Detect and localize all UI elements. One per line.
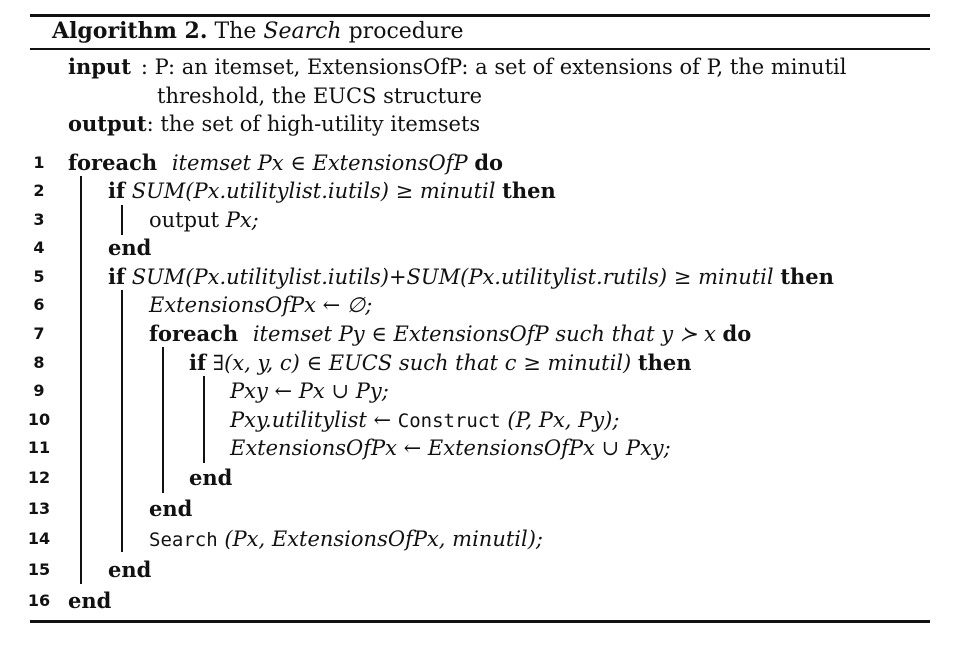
keyword-do: do <box>474 150 504 175</box>
input-text-1: : P: an itemset, ExtensionsOfP: a set of… <box>140 55 847 79</box>
keyword-if: if <box>108 178 126 203</box>
output-line: output: the set of high-utility itemsets <box>68 111 480 137</box>
caption-post: procedure <box>348 19 464 44</box>
line-number: 15 <box>27 560 51 579</box>
line-number: 6 <box>33 295 45 314</box>
keyword-foreach: foreach <box>149 321 239 346</box>
code-line-9: Pxy ← Px ∪ Py; <box>230 378 389 404</box>
code-line-1: foreach itemset Px ∈ ExtensionsOfP do <box>68 150 503 176</box>
code-expr: Pxy ← Px ∪ Py; <box>230 379 389 403</box>
code-expr: Pxy.utilitylist ← <box>230 408 392 432</box>
block-bar-foreach-7 <box>162 347 164 493</box>
caption-name: Search <box>263 19 342 44</box>
line-number: 7 <box>33 324 45 343</box>
code-line-16: end <box>68 588 111 614</box>
code-args: (Px, ExtensionsOfPx, minutil); <box>224 527 543 551</box>
input-key: input <box>68 54 131 79</box>
keyword-then: then <box>780 264 834 289</box>
line-number: 16 <box>27 591 51 610</box>
code-line-15: end <box>108 557 151 583</box>
line-number: 12 <box>27 468 51 487</box>
header-rule <box>30 48 930 50</box>
code-expr: itemset Px ∈ ExtensionsOfP <box>171 151 468 175</box>
keyword-if: if <box>108 264 126 289</box>
code-output-word: output <box>149 208 220 232</box>
code-line-3: output Px; <box>149 207 259 233</box>
line-number: 3 <box>33 210 45 229</box>
keyword-do: do <box>722 321 752 346</box>
input-line-2: threshold, the EUCS structure <box>157 83 482 109</box>
block-bar-if-8 <box>203 376 205 463</box>
code-line-6: ExtensionsOfPx ← ∅; <box>149 292 372 318</box>
code-expr: ExtensionsOfPx ← ∅; <box>149 293 373 317</box>
code-line-11: ExtensionsOfPx ← ExtensionsOfPx ∪ Pxy; <box>230 435 671 461</box>
code-line-10: Pxy.utilitylist ← Construct (P, Px, Py); <box>230 407 619 434</box>
keyword-foreach: foreach <box>68 150 158 175</box>
code-expr: SUM(Px.utilitylist.iutils) ≥ minutil <box>131 179 496 203</box>
keyword-end: end <box>108 557 152 582</box>
code-line-14: Search (Px, ExtensionsOfPx, minutil); <box>149 526 543 553</box>
top-rule <box>30 14 930 17</box>
output-text: : the set of high-utility itemsets <box>146 112 481 136</box>
code-line-5: if SUM(Px.utilitylist.iutils)+SUM(Px.uti… <box>108 264 834 290</box>
code-line-12: end <box>189 465 232 491</box>
line-number: 10 <box>27 410 51 429</box>
keyword-end: end <box>149 496 193 521</box>
code-line-8: if ∃(x, y, c) ∈ EUCS such that c ≥ minut… <box>189 350 692 376</box>
line-number: 14 <box>27 529 51 548</box>
line-number: 2 <box>33 181 45 200</box>
code-line-13: end <box>149 496 192 522</box>
code-expr: ∃(x, y, c) ∈ EUCS such that c ≥ minutil) <box>212 351 632 375</box>
bottom-rule <box>30 620 930 623</box>
code-expr: itemset Py ∈ ExtensionsOfP such that y ≻… <box>252 322 716 346</box>
code-line-2: if SUM(Px.utilitylist.iutils) ≥ minutil … <box>108 178 556 204</box>
keyword-end: end <box>189 465 233 490</box>
function-search: Search <box>149 529 218 551</box>
block-bar-if-5 <box>121 290 123 552</box>
line-number: 4 <box>33 238 45 257</box>
function-construct: Construct <box>397 410 501 432</box>
output-key: output <box>68 111 147 136</box>
line-number: 13 <box>27 499 51 518</box>
line-number: 5 <box>33 267 45 286</box>
code-line-4: end <box>108 235 151 261</box>
line-number: 8 <box>33 353 45 372</box>
algorithm-caption: Algorithm 2. The Search procedure <box>52 18 464 45</box>
code-expr: ExtensionsOfPx ← ExtensionsOfPx ∪ Pxy; <box>230 436 671 460</box>
code-expr: Px; <box>225 208 259 232</box>
keyword-end: end <box>108 235 152 260</box>
block-bar-foreach-outer <box>80 176 82 584</box>
input-line-1: input : P: an itemset, ExtensionsOfP: a s… <box>68 54 846 80</box>
line-number: 9 <box>33 381 45 400</box>
keyword-if: if <box>189 350 207 375</box>
input-text-2: threshold, the EUCS structure <box>157 84 483 108</box>
code-args: (P, Px, Py); <box>507 408 620 432</box>
keyword-then: then <box>637 350 692 375</box>
block-bar-if-2 <box>121 205 123 235</box>
code-expr: SUM(Px.utilitylist.iutils)+SUM(Px.utilit… <box>131 265 774 289</box>
caption-pre: The <box>214 19 257 44</box>
code-line-7: foreach itemset Py ∈ ExtensionsOfP such … <box>149 321 751 347</box>
line-number: 1 <box>33 153 45 172</box>
caption-label: Algorithm 2. <box>52 18 208 44</box>
line-number: 11 <box>27 438 51 457</box>
keyword-then: then <box>502 178 556 203</box>
keyword-end: end <box>68 588 112 613</box>
